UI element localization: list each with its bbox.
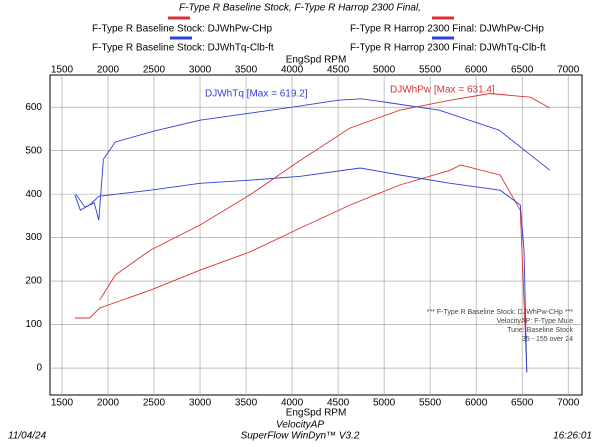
y-tick-label: 400 [25, 189, 42, 200]
x-tick-label: 4500 [327, 398, 350, 409]
y-tick-label: 600 [25, 102, 42, 113]
x-tick-label: 5500 [419, 398, 442, 409]
x-tick-label: 4500 [327, 65, 350, 76]
annotation: DJWhPw [Max = 631.4] [390, 85, 495, 96]
legend-label: F-Type R Harrop 2300 Final: DJWhPw-CHp [350, 24, 544, 35]
y-tick-label: 100 [25, 319, 42, 330]
x-tick-label: 1500 [51, 65, 74, 76]
x-tick-label: 2000 [97, 65, 120, 76]
x-tick-label: 3000 [189, 65, 212, 76]
x-tick-label: 5000 [373, 65, 396, 76]
series-line [74, 167, 528, 373]
series-line [75, 98, 551, 221]
x-axis-title-bottom: EngSpd RPM [286, 408, 347, 419]
x-tick-label: 1500 [51, 398, 74, 409]
x-tick-label: 3000 [189, 398, 212, 409]
note: Tune: Baseline Stock [507, 327, 573, 334]
y-tick-label: 500 [25, 145, 42, 156]
footer-time: 16:26:01 [553, 431, 592, 442]
x-tick-label: 2500 [143, 398, 166, 409]
x-tick-label: 6000 [465, 398, 488, 409]
x-tick-label: 7000 [557, 65, 580, 76]
x-axis-title-top: EngSpd RPM [286, 55, 347, 66]
annotation: DJWhTq [Max = 619.2] [205, 89, 308, 100]
x-tick-label: 3500 [235, 398, 258, 409]
chart-title: F-Type R Baseline Stock, F-Type R Harrop… [179, 3, 421, 14]
footer-software: SuperFlow WinDyn™ V3.2 [241, 431, 360, 442]
legend-label: F-Type R Baseline Stock: DJWhTq-Clb-ft [92, 43, 274, 54]
x-tick-label: 6500 [511, 398, 534, 409]
series-line [74, 164, 528, 373]
x-tick-label: 3500 [235, 65, 258, 76]
x-tick-label: 2500 [143, 65, 166, 76]
series-line [99, 93, 551, 301]
x-tick-label: 6000 [465, 65, 488, 76]
y-tick-label: 300 [25, 232, 42, 243]
x-tick-label: 4000 [281, 65, 304, 76]
x-tick-label: 4000 [281, 398, 304, 409]
x-tick-label: 2000 [97, 398, 120, 409]
footer-brand: VelocityAP [276, 420, 324, 431]
note: 35 - 155 over 24 [522, 336, 573, 343]
x-tick-label: 6500 [511, 65, 534, 76]
y-tick-label: 200 [25, 276, 42, 287]
plot-frame [49, 74, 583, 396]
note: *** F-Type R Baseline Stock: DJWhPw-CHp … [427, 309, 574, 316]
x-tick-label: 5000 [373, 398, 396, 409]
legend-label: F-Type R Baseline Stock: DJWhPw-CHp [92, 24, 272, 35]
footer-date: 11/04/24 [8, 431, 47, 442]
x-tick-label: 5500 [419, 65, 442, 76]
note: VelocityAP: F-Type Mule [497, 318, 573, 325]
y-tick-label: 0 [36, 363, 42, 374]
x-tick-label: 7000 [557, 398, 580, 409]
legend-label: F-Type R Harrop 2300 Final: DJWhTq-Clb-f… [350, 43, 546, 54]
